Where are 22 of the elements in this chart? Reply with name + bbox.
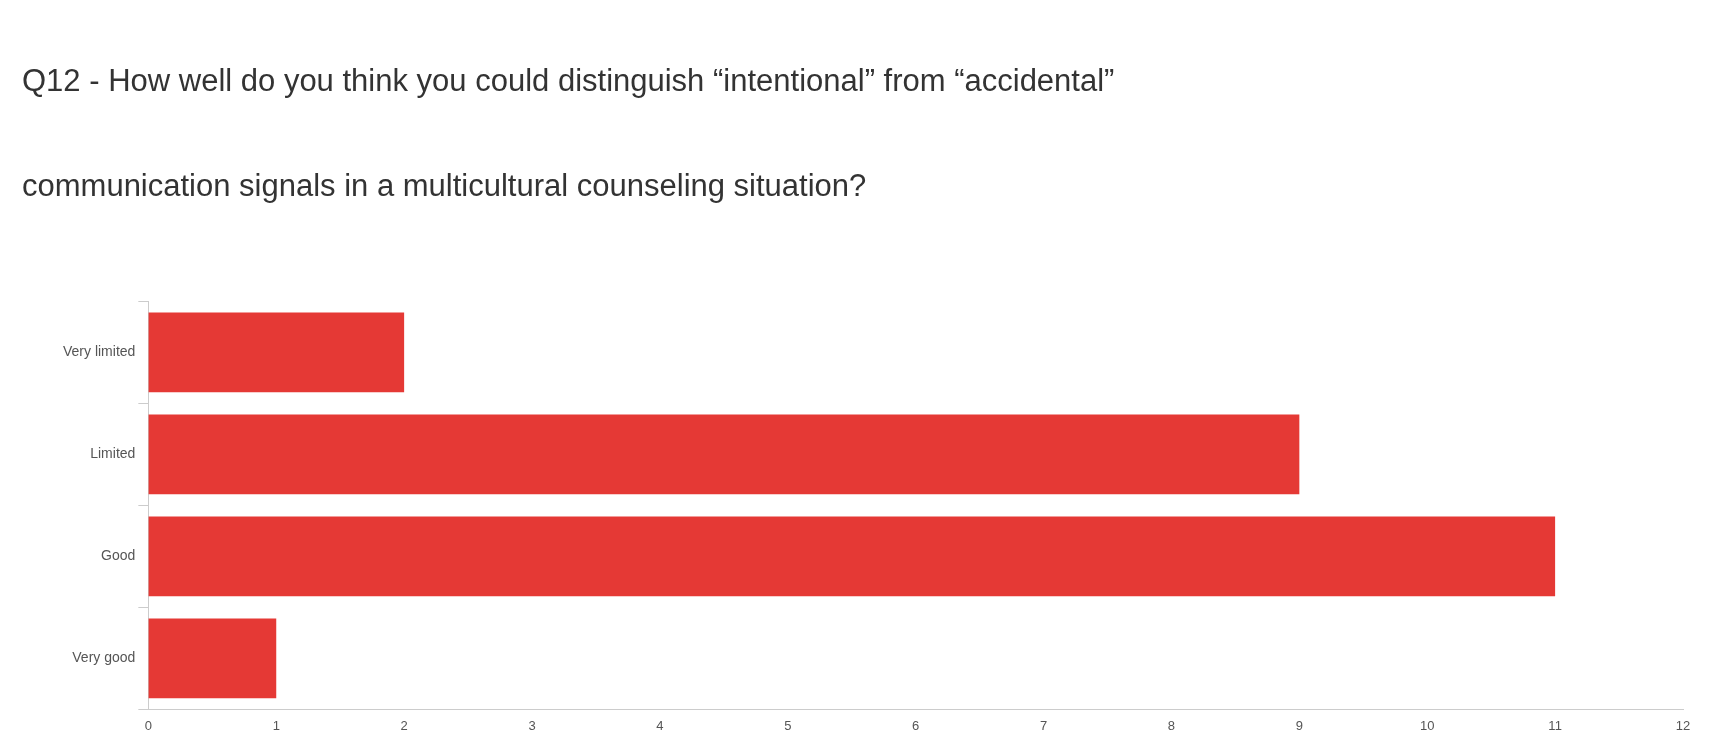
bar bbox=[148, 516, 1556, 597]
bar bbox=[148, 312, 405, 393]
chart-title: Q12 - How well do you think you could distinguish “intentional” from “accidental” communication signals in a multicultural counseling situation? bbox=[22, 63, 1115, 203]
x-tick-label: 4 bbox=[656, 717, 664, 733]
x-tick-label: 8 bbox=[1167, 717, 1176, 733]
y-tick-label: Very limited bbox=[63, 343, 136, 360]
y-tick-label: Very good bbox=[72, 649, 136, 666]
x-tick-label: 2 bbox=[400, 717, 408, 733]
x-tick-label: 11 bbox=[1548, 717, 1562, 733]
x-tick-label: 10 bbox=[1419, 717, 1435, 733]
bar bbox=[148, 618, 277, 699]
x-tick-label: 1 bbox=[272, 717, 280, 733]
bar bbox=[148, 414, 1300, 495]
x-tick-label: 5 bbox=[784, 717, 792, 733]
y-tick-label: Good bbox=[101, 547, 136, 564]
y-tick-label: Limited bbox=[90, 445, 136, 462]
x-tick-label: 7 bbox=[1039, 717, 1048, 733]
x-tick-label: 0 bbox=[144, 717, 152, 733]
x-tick-label: 6 bbox=[912, 717, 920, 733]
x-tick-label: 9 bbox=[1295, 717, 1303, 733]
x-tick-label: 3 bbox=[528, 717, 536, 733]
x-tick-label: 12 bbox=[1675, 717, 1691, 733]
